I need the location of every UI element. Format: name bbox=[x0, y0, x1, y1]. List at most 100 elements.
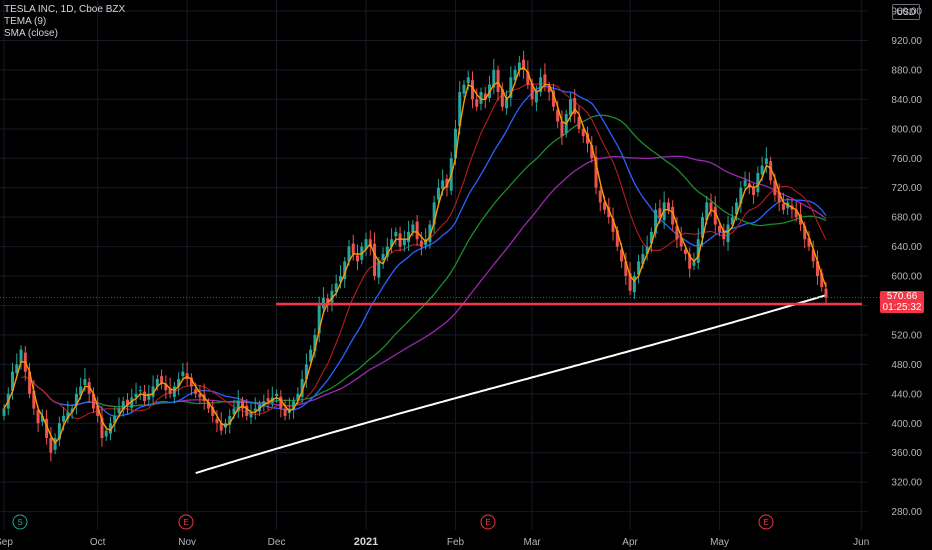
candle-body bbox=[628, 273, 632, 291]
candle-body bbox=[296, 393, 300, 400]
candle-body bbox=[824, 288, 828, 298]
candle-body bbox=[343, 261, 347, 279]
candle-body bbox=[211, 407, 215, 416]
x-tick-label: Mar bbox=[524, 537, 542, 548]
candle-body bbox=[283, 408, 287, 416]
candle-body bbox=[798, 214, 802, 225]
candle-body bbox=[147, 393, 151, 400]
legend-tema[interactable]: TEMA (9) bbox=[4, 16, 47, 27]
last-price-tag: 570.66 01:25:32 bbox=[880, 290, 924, 313]
candle-body bbox=[113, 415, 117, 424]
y-tick-label: 360.00 bbox=[891, 448, 922, 459]
candle-body bbox=[326, 298, 330, 306]
candle-body bbox=[330, 290, 334, 303]
candle-body bbox=[292, 401, 296, 411]
last-price: 570.66 bbox=[886, 290, 918, 302]
event-circle bbox=[12, 514, 28, 530]
candle-body bbox=[577, 117, 581, 129]
candle-body bbox=[11, 371, 15, 391]
candle-body bbox=[160, 376, 164, 383]
currency-button[interactable]: USD bbox=[892, 4, 920, 20]
candle-body bbox=[334, 283, 338, 293]
event-marker[interactable]: S bbox=[12, 514, 28, 530]
candle-body bbox=[198, 393, 202, 398]
candle-body bbox=[15, 364, 19, 374]
candle-body bbox=[607, 206, 611, 218]
candle-body bbox=[475, 99, 479, 107]
y-tick-label: 520.00 bbox=[891, 330, 922, 341]
candle-body bbox=[194, 389, 198, 394]
candle-body bbox=[402, 239, 406, 246]
event-marker[interactable]: E bbox=[178, 514, 194, 530]
candle-body bbox=[526, 71, 530, 85]
candle-body bbox=[615, 230, 619, 247]
candle-body bbox=[279, 396, 283, 409]
x-axis: Sep Oct Nov Dec 2021 Feb Mar Apr May Jun bbox=[0, 536, 869, 548]
candle-body bbox=[649, 231, 653, 244]
candle-body bbox=[598, 190, 602, 203]
event-circle bbox=[178, 514, 194, 530]
ma-red-line bbox=[20, 82, 827, 420]
legend-symbol[interactable]: TESLA INC, 1D, Cboe BZX bbox=[4, 4, 126, 15]
y-tick-label: 880.00 bbox=[891, 65, 922, 76]
candle-body bbox=[57, 423, 61, 440]
x-tick-label: Feb bbox=[447, 537, 465, 548]
candle-body bbox=[483, 93, 487, 100]
candle-body bbox=[530, 83, 534, 100]
candle-body bbox=[249, 412, 253, 418]
candle-body bbox=[126, 399, 130, 405]
x-tick-label: May bbox=[710, 537, 729, 548]
candle-body bbox=[803, 225, 807, 240]
candle-body bbox=[522, 59, 526, 70]
candle-body bbox=[603, 202, 607, 210]
candle-body bbox=[407, 231, 411, 243]
event-marker[interactable]: E bbox=[758, 514, 774, 530]
candle-body bbox=[752, 187, 756, 196]
candle-body bbox=[100, 417, 104, 438]
candle-body bbox=[232, 408, 236, 415]
y-tick-label: 680.00 bbox=[891, 213, 922, 224]
candle-body bbox=[66, 412, 70, 419]
x-tick-label: Oct bbox=[90, 537, 106, 548]
candle-body bbox=[262, 401, 266, 405]
candle-body bbox=[769, 161, 773, 181]
y-tick-label: 320.00 bbox=[891, 478, 922, 489]
x-tick-label: Sep bbox=[0, 537, 13, 548]
candle-body bbox=[645, 246, 649, 254]
candle-body bbox=[164, 384, 168, 391]
x-tick-label: Apr bbox=[622, 537, 638, 548]
candle-body bbox=[641, 253, 645, 265]
y-tick-label: 640.00 bbox=[891, 242, 922, 253]
candle-body bbox=[811, 249, 815, 262]
candle-body bbox=[696, 239, 700, 263]
candle-body bbox=[432, 202, 436, 225]
y-tick-label: 840.00 bbox=[891, 95, 922, 106]
candle-body bbox=[189, 377, 193, 387]
candle-body bbox=[688, 253, 692, 269]
candle-body bbox=[236, 401, 240, 412]
event-circle bbox=[758, 514, 774, 530]
candle-body bbox=[441, 180, 445, 190]
candle-body bbox=[560, 121, 564, 137]
x-tick-label: Dec bbox=[268, 537, 286, 548]
candle-body bbox=[611, 218, 615, 232]
candle-body bbox=[760, 165, 764, 175]
ma-blue-line bbox=[29, 85, 827, 417]
candle-body bbox=[505, 99, 509, 109]
candle-body bbox=[581, 128, 585, 137]
candle-body bbox=[466, 77, 470, 84]
candle-body bbox=[445, 178, 449, 188]
candle-body bbox=[70, 408, 74, 413]
candle-body bbox=[415, 221, 419, 240]
candle-body bbox=[172, 386, 176, 397]
candle-body bbox=[453, 128, 457, 159]
event-marker[interactable]: E bbox=[480, 514, 496, 530]
candle-body bbox=[40, 415, 44, 422]
legend-sma[interactable]: SMA (close) bbox=[4, 28, 58, 39]
candle-body bbox=[19, 349, 23, 363]
candle-body bbox=[654, 209, 658, 234]
x-tick-label: 2021 bbox=[354, 536, 378, 548]
candle-body bbox=[632, 276, 636, 293]
